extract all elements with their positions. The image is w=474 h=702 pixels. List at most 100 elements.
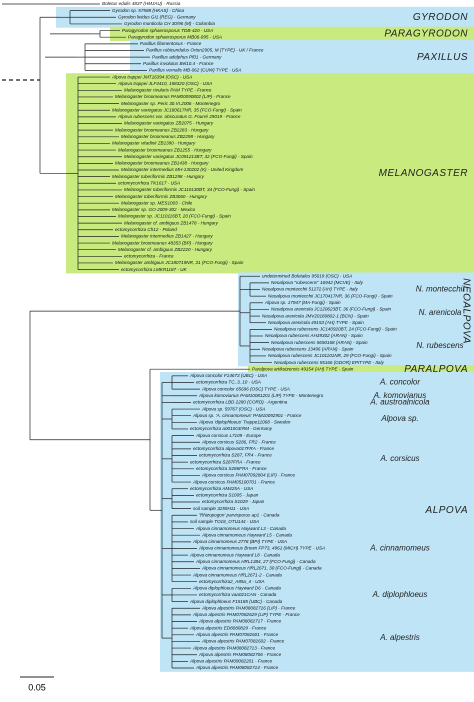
leaf-label: Neoalpova arenicola 49153 (AH) TYPE - Sp… xyxy=(268,320,364,325)
leaf-label: Melanogaster vitadinii ZB1390 - Hungary xyxy=(112,141,196,146)
clade-label: PARAGYRODON xyxy=(384,29,468,40)
leaf-label: soil sample 3259H11 - USA xyxy=(193,506,249,511)
subclade-label: A. komovianus xyxy=(373,391,426,400)
clade-band xyxy=(130,40,474,75)
leaf-label: Alpova corsicus S286, FR2 - France xyxy=(201,439,276,444)
clade-label: PAXILLUS xyxy=(417,52,468,63)
leaf-label: Alpova corsicus PAM07092804 (LIP) - Fran… xyxy=(201,473,296,478)
leaf-label: Neoalpova "rubescens" 16942 (MCVE) - Ita… xyxy=(271,280,364,285)
leaf-label: ectomycorrhiza - France xyxy=(124,254,174,259)
leaf-label: ectomycorrhiza TK1617 - USA xyxy=(118,180,180,185)
leaf-label: Neoalpova arenicola JMV20180802-1 (BCN) … xyxy=(262,313,369,318)
leaf-label: Alpova alpestris PAM09082201 - France xyxy=(189,659,273,664)
leaf-label: ectomycorrhiza2_A85a_4 - USA xyxy=(199,579,265,584)
leaf-label: Melanogaster variegatus ZB2075 - Hungary xyxy=(124,121,214,126)
leaf-label: Melanogaster variegatus JC180617NR, 35 (… xyxy=(112,107,242,112)
leaf-label: ectomycorrhiza S286FRA - France xyxy=(196,466,267,471)
leaf-label: Melanogaster tuberiformis ZB3060 - Hunga… xyxy=(115,194,208,199)
leaf-label: Alpova alpestris PAM08082717 - France xyxy=(198,619,282,624)
subclade-label: A. austroalnicola xyxy=(369,398,430,407)
clade-label: MELANOGASTER xyxy=(379,168,468,179)
leaf-label: Gyrodon monticola CH 30/96 (M) - Colombi… xyxy=(124,21,215,26)
leaf-label: Paragyrodon sphaerosporus TDB-420 - USA xyxy=(122,28,213,33)
leaf-label: Melanogaster cf. ambiguus ZB2220 - Hunga… xyxy=(118,247,213,252)
leaf-label: Paxillus involutus Bel10.4 - France xyxy=(143,61,214,66)
leaf-label: soil sample TO18_OTU144 - USA xyxy=(190,519,259,524)
leaf-label: Alpova diplophloeus Hayward D6 - Canada xyxy=(192,586,281,591)
clade-band xyxy=(56,6,474,28)
leaf-label: Neoalpova rubescens JC101101NR, 29 (FCO-… xyxy=(268,353,392,358)
leaf-label: Alpova 'diplophloeus' Trappe11068 - Swed… xyxy=(198,420,291,425)
leaf-label: Neoalpova rubescens AH39302 (ARAN) - Spa… xyxy=(265,333,363,338)
leaf-label: Alpova trappei JLF4410, 158320 (OSC) - U… xyxy=(117,81,212,86)
leaf-label: Alpova cinnamomeus Hayward L5 - Canada xyxy=(201,532,292,537)
leaf-label: Neoalpova rubescens JC140920BT, 24 (FCO-… xyxy=(274,327,397,332)
leaf-label: Melanogaster ambiguus JC180719NR, 31 (FC… xyxy=(115,260,244,265)
subclade-label: N. rubescens xyxy=(416,341,463,350)
subclade-label: Alpova sp. xyxy=(380,414,418,423)
leaf-label: Alpova alpestris PAM08082713 - France xyxy=(192,645,276,650)
clade-band xyxy=(248,365,474,374)
leaf-label: Alpova cinnamomeus Hayward L8 - Canada xyxy=(189,552,280,557)
leaf-label: Paxillus rubicundulus Orton2905, M (TYPE… xyxy=(146,48,264,53)
leaf-label: Melanogaster sp. MES1003 - Chile xyxy=(121,200,193,205)
leaf-label: Alpova alpestris PAM07082602 - France xyxy=(201,639,285,644)
leaf-label: Alpova concolor 65696 (OSC) TYPE - USA xyxy=(201,386,290,391)
leaf-label: Alpova alpestris PAM08082716 (LIP) - Fra… xyxy=(201,605,296,610)
leaf-label: Paralpova artikutzensis 49154 (AH) TYPE … xyxy=(252,366,354,371)
leaf-label: Melanogaster sp. GO-2009-302 - Mexico xyxy=(112,207,196,212)
subclade-label: A. alpestris xyxy=(379,633,420,642)
leaf-label: Alpova cinnamomeus 2778 (BPI) TYPE - USA xyxy=(192,539,287,544)
clade-band xyxy=(160,372,474,672)
clade-label: NEOALPOVA xyxy=(460,278,471,344)
clade-label: GYRODON xyxy=(413,12,468,23)
subclade-label: A. corsicus xyxy=(379,454,419,463)
leaf-label: Melanogaster broomeanus ZB2283 - Hungary xyxy=(115,127,209,132)
leaf-label: Alpova sp. 'A. cinnamomeus' PAM10092901 … xyxy=(192,413,302,418)
leaf-label: Gyrodon lividus GI1 (REG) - Germany xyxy=(118,14,196,19)
leaf-label: Alpova cinnamomeus HRL1384, 27 (FCO-Fung… xyxy=(195,559,316,564)
leaf-label: Alpova cinnamomeus HRL2671-2 - Canada xyxy=(192,572,282,577)
labels: Boletus edulis 4837 (HMJAU) - Russia Gyro… xyxy=(102,1,471,670)
leaf-label: Boletus edulis 4837 (HMJAU) - Russia xyxy=(102,1,181,6)
leaf-label: Alpova sp. 17947 (MA-Fungi) - Spain xyxy=(264,300,341,305)
subclade-label: A. diplophloeus xyxy=(372,590,428,599)
leaf-label: ectomycorrhiza S1029 - Japan xyxy=(202,499,265,504)
leaf-label: Melanogaster sp. Peric 30.VI.2006 - Mont… xyxy=(121,101,221,106)
leaf-label: Alpova cinnamomeus Hayward L3 - Canada xyxy=(195,526,286,531)
leaf-label: ectomycorrhiza vaa021CAN - Canada xyxy=(199,592,277,597)
leaf-label: ectomycorrhiza TC_3_10 - USA xyxy=(196,380,261,385)
leaf-label: ectomycorrhiza S287, FR4 - France xyxy=(199,453,272,458)
leaf-label: Alpova corsicus PAM05100701 - France xyxy=(192,479,275,484)
leaf-label: ectomycorrhiza S287FRA - France xyxy=(190,459,261,464)
leaf-label: Paragyrodon sphaerosporus MB06-095 - USA xyxy=(128,34,222,39)
leaf-label: Melanogaster broomeanus ZB1255 - Hungary xyxy=(118,147,212,152)
leaf-label: Melanogaster rivularis PAM TYPE - France xyxy=(124,88,212,93)
leaf-label: Alpova komovianus PAM10081201 (LIP) TYPE… xyxy=(198,393,324,398)
clade-band xyxy=(110,26,474,42)
leaf-label: Melanogaster broomeanus 48353 (BP) - Hun… xyxy=(112,240,213,245)
leaf-label: Melanogaster sp. JC110116BT, 20 (FCO-Fun… xyxy=(118,214,231,219)
leaf-label: Alpova corsicus L7109 - Europe xyxy=(195,433,262,438)
leaf-label: ectomycorrhiza alpova017FRA - France xyxy=(193,446,274,451)
subclade-label: N. montecchii xyxy=(416,285,465,294)
leaf-label: ectomycorrhiza AM425A - USA xyxy=(190,486,253,491)
leaf-label: Melanogaster cf. ambiguus ZB1478 - Hunga… xyxy=(124,220,219,225)
leaf-label: Paxillus filamentosus - France xyxy=(140,41,202,46)
leaf-label: Neoalpova rubescens 55166 (GDOR) EPITYPE… xyxy=(274,360,384,365)
leaf-label: Alpova concolor F14673 (UBC) - USA xyxy=(189,373,267,378)
leaf-label: Alpova trappei JMT16394 (OSC) - USA xyxy=(111,74,192,79)
leaf-label: 'Rhizopogon' parvisporus ap1 - Canada xyxy=(199,512,280,517)
leaf-label: ectomycorrhiza Ch12 - Poland xyxy=(115,227,177,232)
leaf-label: Gyrodon sp. 57588 (HKAS) - China xyxy=(112,8,184,13)
clade-band xyxy=(238,272,474,367)
leaf-label: ectomycorrhiza LMKR1187 - UK xyxy=(121,267,187,272)
leaf-label: Melanogaster broomeanus ZB2298 - Hungary xyxy=(121,134,215,139)
branches xyxy=(2,3,272,669)
leaf-label: Alpova alpestris ED8080829 - France xyxy=(189,625,267,630)
leaf-label: Alpova alpestris PAM07082601 - France xyxy=(195,632,279,637)
leaf-label: Neoalpova arenicola JC120623BT, 36 (FCO-… xyxy=(271,307,392,312)
leaf-label: undetermined Boletales 95019 (OSC) - USA xyxy=(262,273,352,278)
leaf-label: Alpova alpestris PAM08082706 - France xyxy=(198,652,282,657)
leaf-label: Melanogaster variegatus JC091213BT, 32 (… xyxy=(124,154,253,159)
